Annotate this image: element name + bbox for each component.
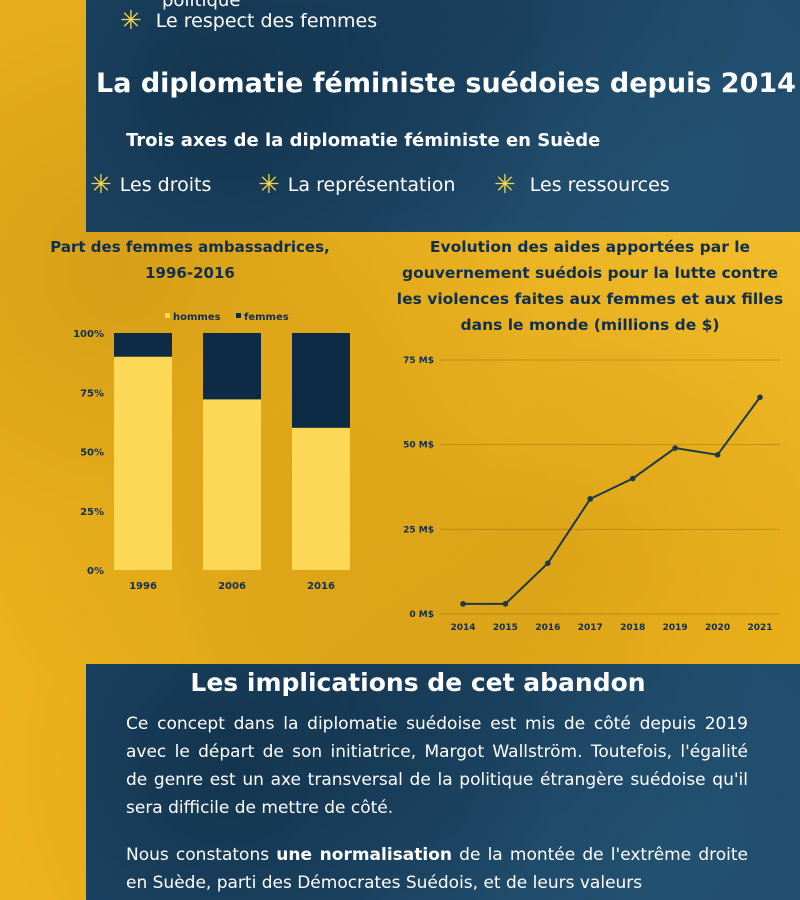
x-tick-label: 2014 [450, 623, 475, 633]
main-title: La diplomatie féministe suédoies depuis … [96, 68, 796, 99]
bar-segment-hommes-2016 [292, 427, 350, 570]
para2-bold: une normalisation [276, 845, 452, 865]
x-tick-label: 2016 [307, 581, 335, 592]
y-tick-label: 50 M$ [403, 441, 434, 451]
x-tick-label: 2006 [218, 581, 246, 592]
sparkle-star-icon: ✳ [494, 170, 516, 200]
axe-item-ressources: ✳ Les ressources [494, 172, 670, 198]
x-tick-label: 2020 [705, 623, 730, 633]
bar-segment-hommes-2006 [203, 399, 261, 570]
sparkle-star-icon: ✳ [120, 6, 142, 36]
y-tick-label: 75% [80, 388, 104, 399]
legend-swatch-hommes [165, 313, 170, 318]
bar-segment-femmes-1996 [114, 333, 172, 357]
line-chart: 0 M$ 25 M$ 50 M$ 75 M$ 2014 2015 2016 2017 2018 2… [403, 356, 780, 633]
data-point-2020 [714, 452, 721, 458]
axe-item-droits: ✳ Les droits [90, 172, 211, 198]
implications-paragraph-1: Ce concept dans la diplomatie suédoise e… [126, 714, 748, 818]
y-tick-label: 25% [80, 507, 104, 518]
implications-paragraph-2: Nous constatons une normalisation de la … [126, 841, 748, 897]
axe-label: Les droits [119, 174, 212, 196]
legend-label-hommes: hommes [173, 312, 221, 323]
data-point-2021 [757, 394, 763, 401]
para2-start: Nous constatons [126, 845, 277, 865]
bottom-blue-panel [86, 664, 800, 900]
x-tick-label: 2016 [535, 623, 560, 633]
x-tick-label: 1996 [129, 581, 157, 592]
data-point-2016 [545, 560, 551, 566]
bar-segment-femmes-2016 [292, 333, 350, 428]
respect-label: Le respect des femmes [155, 10, 378, 32]
x-tick-label: 2015 [493, 623, 518, 633]
y-tick-label: 50% [80, 448, 104, 459]
para2-end: de la montée de l'extrême droite en Suèd… [126, 845, 748, 893]
y-tick-label: 0% [87, 566, 104, 577]
x-tick-label: 2017 [578, 623, 603, 633]
sparkle-star-icon: ✳ [258, 170, 280, 200]
bar-chart-title: Part des femmes ambassadrices, 1996-2016 [50, 238, 330, 282]
sparkle-star-icon: ✳ [90, 170, 112, 200]
bar-chart: 0% 25% 50% 75% 100% 1996 2006 2016 hommes femmes [73, 312, 350, 592]
data-point-2019 [672, 445, 678, 451]
axe-label: La représentation [287, 174, 456, 196]
data-point-2014 [460, 601, 466, 607]
partial-bullet-text: politique [162, 0, 241, 11]
data-line [463, 396, 761, 605]
top-blue-panel [86, 0, 800, 232]
y-tick-label: 100% [73, 329, 104, 340]
x-tick-label: 2021 [747, 623, 772, 633]
legend-label-femmes: femmes [244, 312, 289, 323]
data-point-2017 [587, 496, 594, 502]
legend-swatch-femmes [236, 313, 241, 318]
x-tick-label: 2018 [620, 623, 645, 633]
axe-item-representation: ✳ La représentation [258, 172, 455, 198]
x-tick-label: 2019 [663, 623, 688, 633]
implications-title: Les implications de cet abandon [190, 668, 646, 697]
respect-bullet: ✳ Le respect des femmes [120, 8, 377, 34]
line-chart-title: Evolution des aides apportées par le gou… [396, 238, 784, 334]
data-point-2015 [502, 601, 509, 607]
y-tick-label: 75 M$ [403, 356, 434, 366]
bar-segment-femmes-2006 [203, 333, 261, 400]
axes-title: Trois axes de la diplomatie féministe en… [126, 130, 601, 151]
bar-segment-hommes-1996 [114, 356, 172, 570]
data-point-2018 [629, 475, 636, 482]
y-tick-label: 0 M$ [409, 610, 434, 620]
y-tick-label: 25 M$ [403, 525, 434, 535]
axe-label: Les ressources [529, 174, 670, 196]
